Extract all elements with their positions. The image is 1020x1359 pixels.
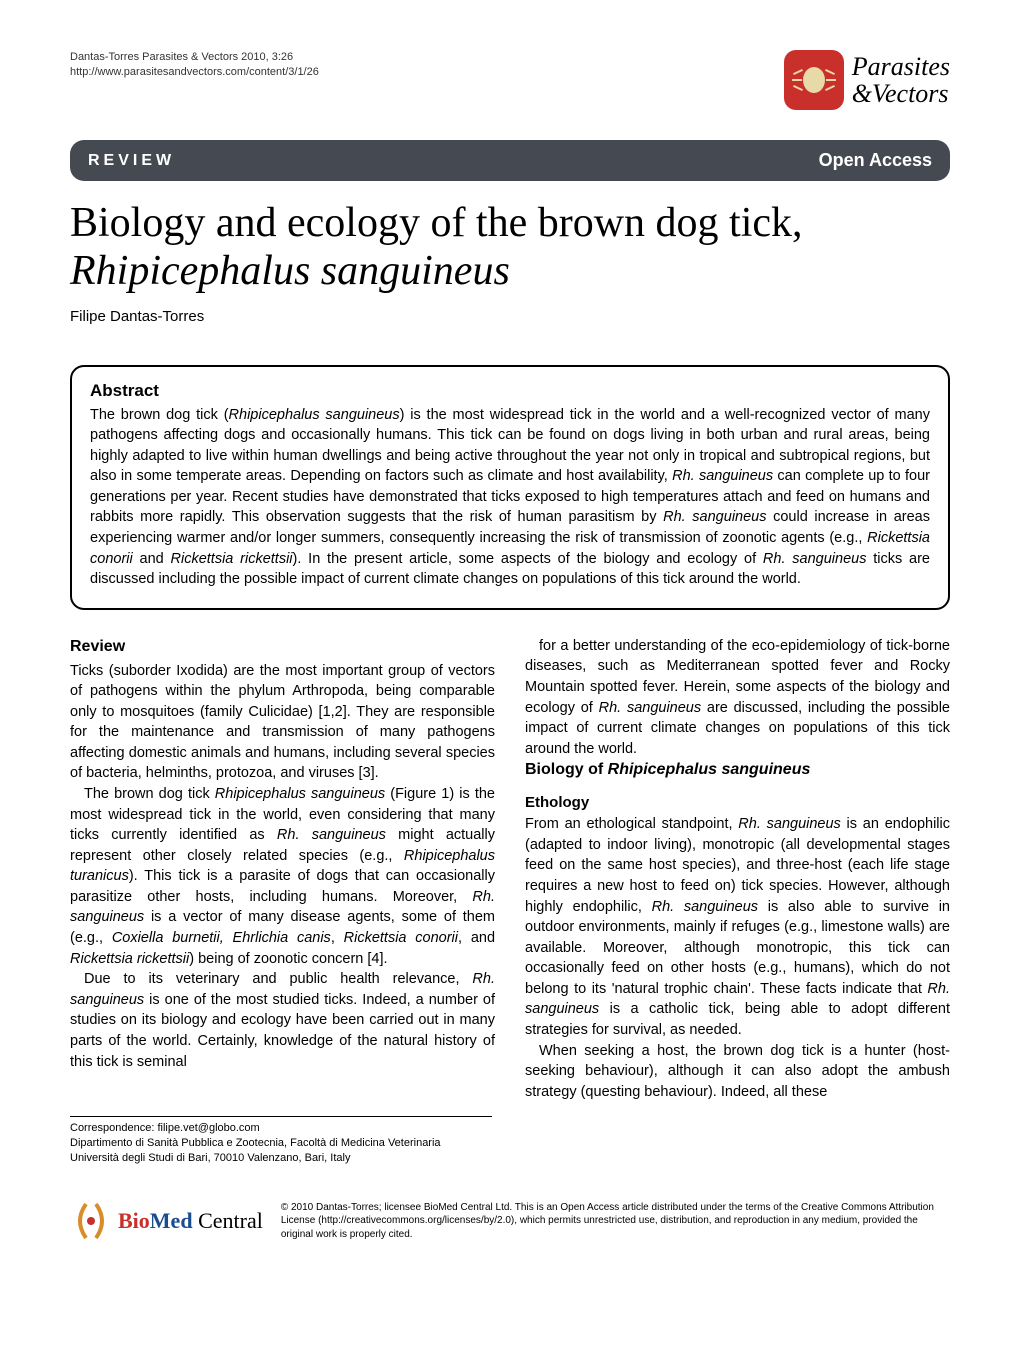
journal-logo: Parasites &Vectors [784,50,950,110]
body-p5: From an ethological standpoint, Rh. sang… [525,814,950,1040]
article-title: Biology and ecology of the brown dog tic… [70,199,950,296]
journal-name-1: Parasites [852,53,950,80]
biomed-central-logo: BioMed Central [70,1200,263,1242]
journal-logo-text: Parasites &Vectors [852,53,950,108]
bmc-bio: Bio [118,1208,150,1233]
license-text: © 2010 Dantas-Torres; licensee BioMed Ce… [281,1201,950,1242]
body-p3: Due to its veterinary and public health … [70,969,495,1072]
author-name: Filipe Dantas-Torres [70,308,950,325]
body-p1: Ticks (suborder Ixodida) are the most im… [70,661,495,784]
body-columns: Review Ticks (suborder Ixodida) are the … [70,636,950,1103]
header-row: Dantas-Torres Parasites & Vectors 2010, … [70,50,950,110]
bmc-paren-icon [70,1200,112,1242]
correspondence-block: Correspondence: filipe.vet@globo.com Dip… [70,1116,492,1166]
title-plain: Biology and ecology of the brown dog tic… [70,200,803,246]
biology-heading: Biology of Rhipicephalus sanguineus [525,759,950,782]
title-italic: Rhipicephalus sanguineus [70,248,510,294]
correspondence-affiliation: Dipartimento di Sanità Pubblica e Zootec… [70,1136,492,1166]
body-p6: When seeking a host, the brown dog tick … [525,1041,950,1103]
abstract-text: The brown dog tick (Rhipicephalus sangui… [90,405,930,590]
journal-logo-icon [784,50,844,110]
citation-line: Dantas-Torres Parasites & Vectors 2010, … [70,50,319,65]
review-bar: REVIEW Open Access [70,140,950,181]
abstract-box: Abstract The brown dog tick (Rhipicephal… [70,365,950,610]
running-head: Dantas-Torres Parasites & Vectors 2010, … [70,50,319,81]
correspondence-email: Correspondence: filipe.vet@globo.com [70,1121,492,1136]
journal-name-2: &Vectors [852,80,950,107]
bmc-central: Central [193,1208,263,1233]
footer-bar: BioMed Central © 2010 Dantas-Torres; lic… [70,1194,950,1242]
open-access-label: Open Access [819,150,932,171]
body-p4: for a better understanding of the eco-ep… [525,636,950,759]
tick-icon [795,65,833,95]
review-heading: Review [70,636,495,659]
article-url: http://www.parasitesandvectors.com/conte… [70,65,319,80]
ethology-heading: Ethology [525,792,950,813]
bmc-med: Med [150,1208,193,1233]
abstract-heading: Abstract [90,381,930,401]
bmc-wordmark: BioMed Central [118,1208,263,1234]
body-p2: The brown dog tick Rhipicephalus sanguin… [70,784,495,969]
article-type-label: REVIEW [88,152,175,170]
